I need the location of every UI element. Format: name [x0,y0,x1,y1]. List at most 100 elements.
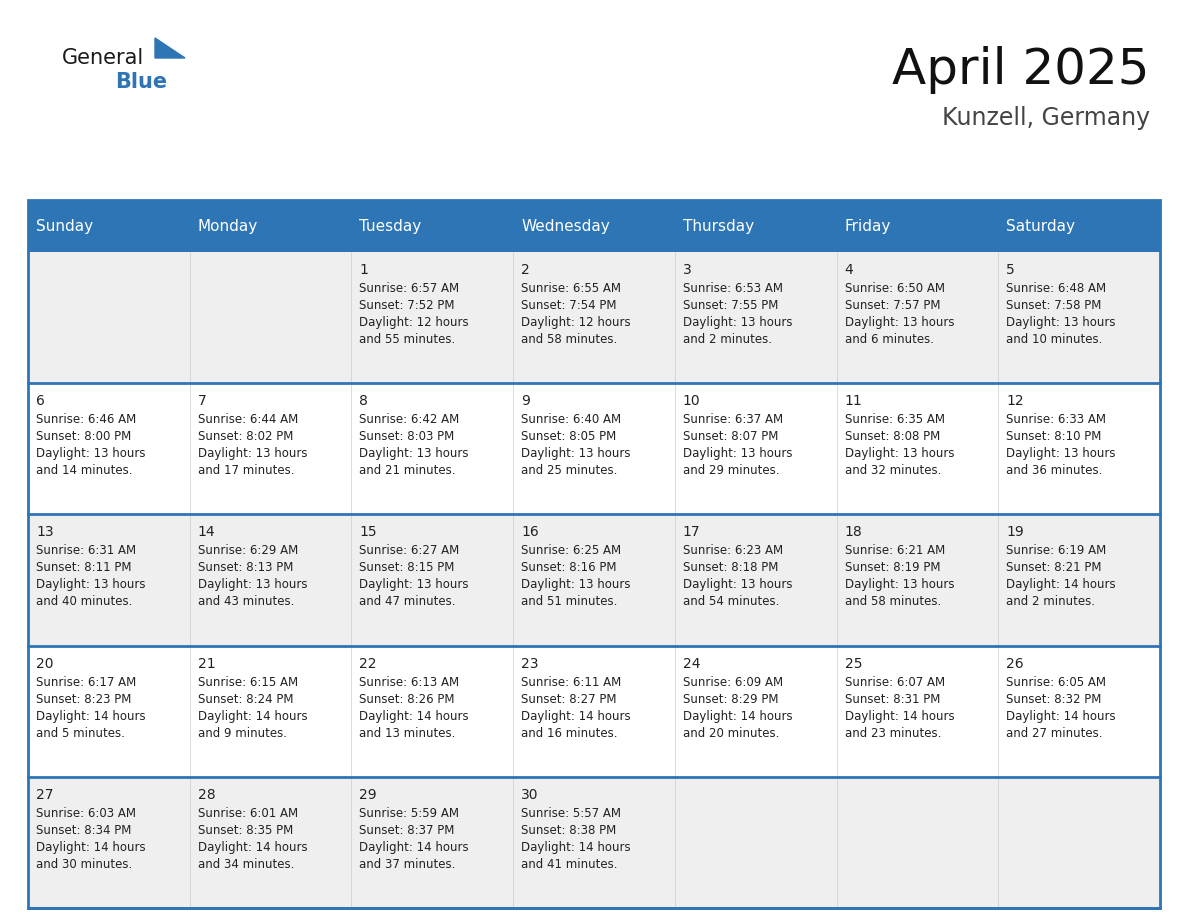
Text: 15: 15 [360,525,377,540]
Text: Daylight: 14 hours: Daylight: 14 hours [36,841,146,854]
Text: and 40 minutes.: and 40 minutes. [36,596,132,609]
Text: Sunrise: 6:01 AM: Sunrise: 6:01 AM [197,807,298,820]
Text: and 58 minutes.: and 58 minutes. [845,596,941,609]
Text: Daylight: 13 hours: Daylight: 13 hours [1006,316,1116,329]
Text: Sunrise: 6:15 AM: Sunrise: 6:15 AM [197,676,298,688]
Text: Sunday: Sunday [36,218,93,233]
Bar [998,252,1159,383]
Text: Sunset: 8:24 PM: Sunset: 8:24 PM [197,692,293,706]
Text: Sunrise: 6:48 AM: Sunrise: 6:48 AM [1006,282,1106,295]
Text: Sunrise: 6:53 AM: Sunrise: 6:53 AM [683,282,783,295]
Text: Daylight: 14 hours: Daylight: 14 hours [197,841,308,854]
Text: Saturday: Saturday [1006,218,1075,233]
Text: Sunset: 8:02 PM: Sunset: 8:02 PM [197,431,293,443]
Text: Monday: Monday [197,218,258,233]
Text: and 10 minutes.: and 10 minutes. [1006,333,1102,346]
Text: and 41 minutes.: and 41 minutes. [522,857,618,871]
Text: Sunrise: 6:27 AM: Sunrise: 6:27 AM [360,544,460,557]
Text: and 29 minutes.: and 29 minutes. [683,465,779,477]
Text: Daylight: 13 hours: Daylight: 13 hours [683,578,792,591]
Text: Daylight: 14 hours: Daylight: 14 hours [522,841,631,854]
Bar [998,777,1159,908]
Bar [190,645,352,777]
Bar [836,777,998,908]
Text: and 9 minutes.: and 9 minutes. [197,727,286,740]
Text: Daylight: 13 hours: Daylight: 13 hours [360,578,469,591]
Text: Sunrise: 5:59 AM: Sunrise: 5:59 AM [360,807,460,820]
Bar [998,514,1159,645]
Text: and 30 minutes.: and 30 minutes. [36,857,132,871]
Text: 21: 21 [197,656,215,671]
Text: 20: 20 [36,656,53,671]
Text: Sunset: 8:34 PM: Sunset: 8:34 PM [36,823,132,837]
Text: Sunset: 8:11 PM: Sunset: 8:11 PM [36,562,132,575]
Bar [675,514,836,645]
Text: 14: 14 [197,525,215,540]
Text: Sunrise: 6:37 AM: Sunrise: 6:37 AM [683,413,783,426]
Text: Sunrise: 6:13 AM: Sunrise: 6:13 AM [360,676,460,688]
Bar [29,252,190,383]
Text: 17: 17 [683,525,701,540]
Text: Sunset: 8:16 PM: Sunset: 8:16 PM [522,562,617,575]
Text: Daylight: 12 hours: Daylight: 12 hours [360,316,469,329]
Bar [513,200,675,252]
Text: Sunset: 8:26 PM: Sunset: 8:26 PM [360,692,455,706]
Text: and 32 minutes.: and 32 minutes. [845,465,941,477]
Text: Sunrise: 6:09 AM: Sunrise: 6:09 AM [683,676,783,688]
Text: General: General [62,48,144,68]
Text: Sunset: 7:54 PM: Sunset: 7:54 PM [522,299,617,312]
Text: 13: 13 [36,525,53,540]
Text: Sunrise: 6:05 AM: Sunrise: 6:05 AM [1006,676,1106,688]
Text: and 13 minutes.: and 13 minutes. [360,727,456,740]
Bar [190,200,352,252]
Text: 3: 3 [683,263,691,277]
Text: Daylight: 14 hours: Daylight: 14 hours [197,710,308,722]
Text: Sunrise: 6:07 AM: Sunrise: 6:07 AM [845,676,944,688]
Text: Daylight: 13 hours: Daylight: 13 hours [360,447,469,460]
Bar [513,514,675,645]
Polygon shape [154,38,185,58]
Text: Daylight: 14 hours: Daylight: 14 hours [1006,578,1116,591]
Text: Sunset: 8:15 PM: Sunset: 8:15 PM [360,562,455,575]
Bar [675,645,836,777]
Text: Sunrise: 5:57 AM: Sunrise: 5:57 AM [522,807,621,820]
Text: April 2025: April 2025 [892,46,1150,94]
Bar [190,777,352,908]
Text: Sunset: 8:18 PM: Sunset: 8:18 PM [683,562,778,575]
Text: Daylight: 14 hours: Daylight: 14 hours [522,710,631,722]
Bar [29,200,1159,908]
Text: Sunrise: 6:57 AM: Sunrise: 6:57 AM [360,282,460,295]
Text: Sunset: 8:21 PM: Sunset: 8:21 PM [1006,562,1101,575]
Bar [675,252,836,383]
Bar [998,200,1159,252]
Text: Wednesday: Wednesday [522,218,609,233]
Text: Daylight: 13 hours: Daylight: 13 hours [845,447,954,460]
Text: Sunset: 8:29 PM: Sunset: 8:29 PM [683,692,778,706]
Text: 16: 16 [522,525,539,540]
Text: Sunrise: 6:25 AM: Sunrise: 6:25 AM [522,544,621,557]
Text: 28: 28 [197,788,215,801]
Text: Sunrise: 6:42 AM: Sunrise: 6:42 AM [360,413,460,426]
Text: and 47 minutes.: and 47 minutes. [360,596,456,609]
Text: 6: 6 [36,394,45,409]
Bar [29,383,190,514]
Bar [352,383,513,514]
Bar [352,514,513,645]
Text: and 21 minutes.: and 21 minutes. [360,465,456,477]
Text: Sunset: 8:27 PM: Sunset: 8:27 PM [522,692,617,706]
Text: Daylight: 14 hours: Daylight: 14 hours [1006,710,1116,722]
Text: 19: 19 [1006,525,1024,540]
Text: 11: 11 [845,394,862,409]
Text: 5: 5 [1006,263,1015,277]
Text: Sunrise: 6:11 AM: Sunrise: 6:11 AM [522,676,621,688]
Text: Sunrise: 6:33 AM: Sunrise: 6:33 AM [1006,413,1106,426]
Text: 22: 22 [360,656,377,671]
Text: and 51 minutes.: and 51 minutes. [522,596,618,609]
Bar [675,777,836,908]
Text: 10: 10 [683,394,701,409]
Bar [29,200,190,252]
Bar [352,777,513,908]
Text: and 2 minutes.: and 2 minutes. [683,333,772,346]
Text: Sunrise: 6:35 AM: Sunrise: 6:35 AM [845,413,944,426]
Bar [190,383,352,514]
